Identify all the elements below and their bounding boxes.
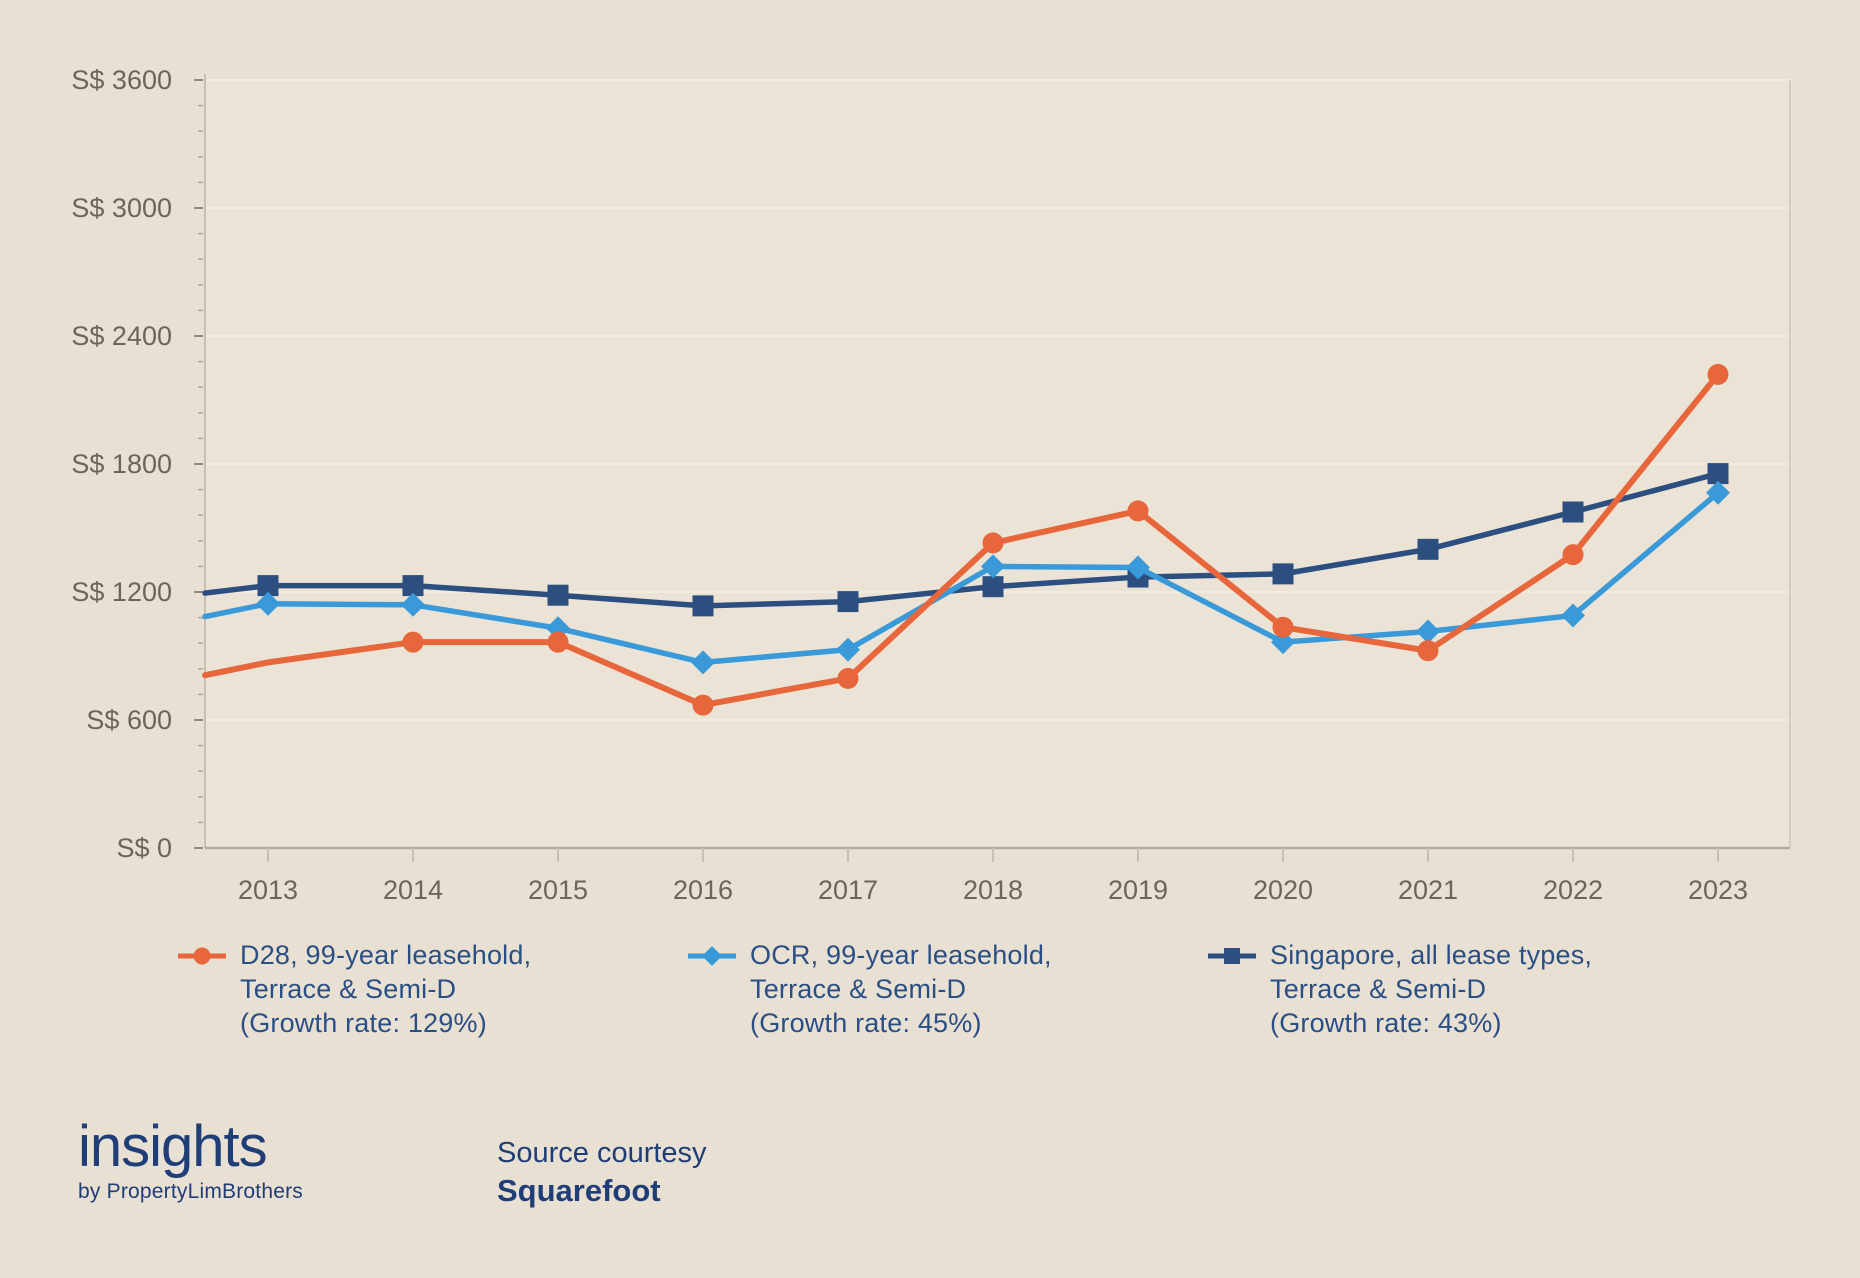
data-point-diamond [1271, 630, 1295, 655]
y-axis-label: S$ 1200 [71, 577, 172, 607]
legend-label-line: Terrace & Semi-D [750, 974, 967, 1004]
insights-logo-word: insights [78, 1114, 268, 1179]
x-axis-label: 2016 [673, 875, 733, 905]
data-point-square [402, 575, 424, 597]
insights-logo-subtitle: by PropertyLimBrothers [78, 1180, 303, 1203]
legend-label-line: (Growth rate: 43%) [1270, 1008, 1502, 1038]
data-point-square [547, 584, 569, 606]
data-point-square [837, 591, 859, 613]
data-point-diamond [256, 591, 280, 616]
y-axis-label: S$ 3000 [71, 193, 172, 223]
source-name: Squarefoot [497, 1173, 661, 1208]
legend-item-ocr: OCR, 99-year leasehold, Terrace & Semi-D… [688, 938, 1052, 1040]
data-point-circle [1127, 500, 1149, 522]
x-axis-label: 2018 [963, 875, 1023, 905]
data-point-circle [1272, 616, 1294, 638]
x-axis-label: 2021 [1398, 875, 1458, 905]
y-axis-label: S$ 3600 [71, 65, 172, 95]
legend-label-line: (Growth rate: 45%) [750, 1008, 982, 1038]
data-point-circle [402, 631, 424, 653]
d28-circle-marker-icon [178, 947, 226, 965]
y-axis-label: S$ 600 [86, 705, 172, 735]
x-axis-label: 2023 [1688, 875, 1748, 905]
data-point-circle [837, 667, 859, 689]
x-axis-label: 2017 [818, 875, 878, 905]
legend-label-line: Terrace & Semi-D [1270, 974, 1487, 1004]
x-axis-label: 2022 [1543, 875, 1603, 905]
legend-label-line: D28, 99-year leasehold, [240, 940, 532, 970]
y-axis-label: S$ 2400 [71, 321, 172, 351]
x-axis-label: 2015 [528, 875, 588, 905]
chart-legend: D28, 99-year leasehold, Terrace & Semi-D… [0, 938, 1860, 1068]
data-point-square [982, 576, 1004, 598]
y-axis-label: S$ 1800 [71, 449, 172, 479]
source-courtesy-label: Source courtesy [497, 1137, 707, 1169]
legend-label-line: Terrace & Semi-D [240, 974, 457, 1004]
legend-label-line: (Growth rate: 129%) [240, 1008, 487, 1038]
x-axis-label: 2013 [238, 875, 298, 905]
data-point-diamond [1561, 603, 1585, 628]
data-point-diamond [836, 637, 860, 662]
legend-item-d28: D28, 99-year leasehold, Terrace & Semi-D… [178, 938, 531, 1040]
data-point-diamond [401, 592, 425, 617]
data-point-square [1417, 538, 1439, 560]
series-line-square [202, 470, 1721, 609]
y-axis-label: S$ 0 [116, 833, 172, 863]
legend-label-line: Singapore, all lease types, [1270, 940, 1593, 970]
legend-label-line: OCR, 99-year leasehold, [750, 940, 1052, 970]
insights-logo: insights by PropertyLimBrothers [78, 1118, 303, 1204]
data-point-circle [1417, 640, 1439, 662]
singapore-square-marker-icon [1208, 948, 1256, 964]
data-point-circle [982, 532, 1004, 554]
x-axis-label: 2020 [1253, 875, 1313, 905]
data-point-diamond [1416, 619, 1440, 644]
data-point-circle [1707, 363, 1729, 385]
legend-label-ocr: OCR, 99-year leasehold, Terrace & Semi-D… [750, 938, 1052, 1040]
data-point-diamond [1126, 555, 1150, 580]
data-point-square [1562, 501, 1584, 523]
data-point-diamond [1706, 480, 1730, 505]
legend-item-singapore: Singapore, all lease types, Terrace & Se… [1208, 938, 1592, 1040]
ocr-diamond-marker-icon [688, 946, 736, 966]
legend-label-singapore: Singapore, all lease types, Terrace & Se… [1270, 938, 1592, 1040]
x-axis-label: 2019 [1108, 875, 1168, 905]
data-point-square [692, 595, 714, 617]
data-point-square [1272, 563, 1294, 585]
data-point-square [257, 575, 279, 597]
legend-label-d28: D28, 99-year leasehold, Terrace & Semi-D… [240, 938, 531, 1040]
data-point-circle [1562, 544, 1584, 566]
data-point-circle [547, 631, 569, 653]
data-point-square [1707, 463, 1729, 485]
series-line-circle [202, 371, 1721, 709]
x-axis-label: 2014 [383, 875, 443, 905]
data-point-diamond [981, 554, 1005, 579]
data-point-diamond [691, 650, 715, 675]
source-attribution: Source courtesy Squarefoot [497, 1135, 707, 1211]
data-point-circle [692, 694, 714, 716]
